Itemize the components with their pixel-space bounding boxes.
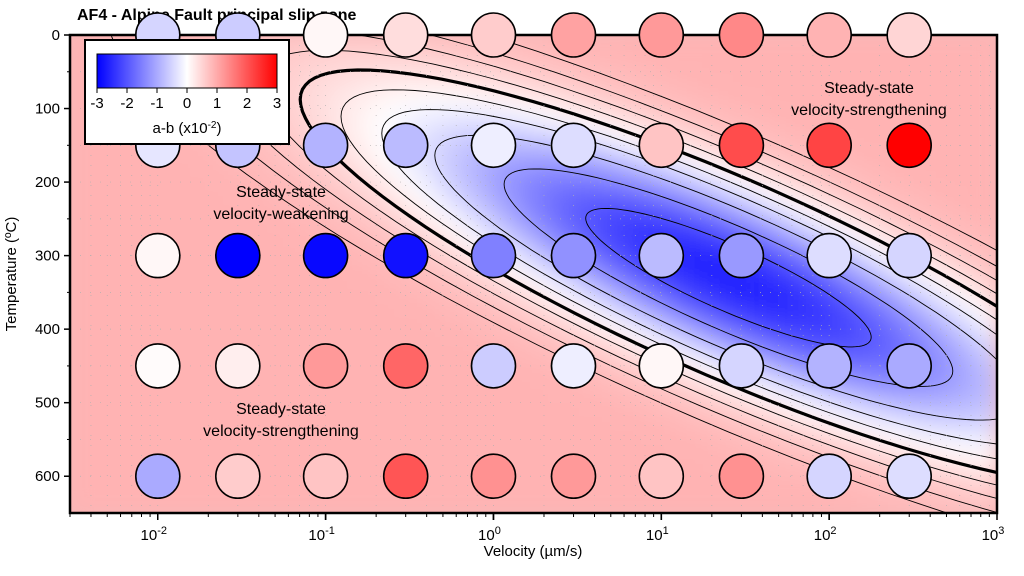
x-axis-label: Velocity (µm/s) [484, 543, 583, 560]
data-points [135, 12, 933, 500]
data-point [215, 453, 261, 500]
colorbar-label: a-b (x10-2) [153, 120, 222, 137]
data-point [550, 232, 597, 279]
data-point [550, 122, 597, 169]
data-point [638, 343, 685, 389]
data-point [718, 343, 765, 389]
data-point [382, 122, 429, 169]
contour-line [585, 208, 872, 348]
contour-line [434, 134, 997, 421]
colorbar-tick-label: -3 [90, 95, 103, 112]
y-tick-label: 600 [35, 468, 60, 485]
data-point [718, 232, 765, 279]
data-point [806, 122, 853, 169]
data-point [135, 453, 181, 500]
data-point [638, 232, 685, 279]
data-point [470, 453, 517, 500]
data-point [886, 122, 933, 169]
y-tick-label: 400 [35, 321, 60, 338]
data-point [215, 232, 261, 279]
data-point [382, 12, 429, 58]
y-tick-label: 0 [52, 27, 60, 44]
colorbar-legend: -3 -2 -1 0 1 2 3 a-b (x10-2) [84, 39, 290, 145]
y-axis-label: Temperature (ºC) [3, 217, 20, 332]
contour-lines [110, 35, 997, 513]
data-point [718, 122, 765, 169]
colorbar-tick-label: 1 [213, 95, 221, 112]
data-point [302, 343, 349, 389]
y-axis: 0 100 200 300 400 500 600 [35, 27, 70, 485]
data-point [638, 453, 685, 500]
colorbar-tick-label: -2 [120, 95, 133, 112]
colorbar-tick-label: 0 [183, 95, 191, 112]
data-point [806, 232, 853, 279]
y-tick-label: 500 [35, 395, 60, 412]
x-tick-label: 100 [478, 525, 501, 544]
data-point [806, 12, 853, 58]
data-point [382, 232, 429, 279]
data-point [550, 12, 597, 58]
data-point [638, 122, 685, 169]
x-tick-label: 10-1 [308, 525, 334, 544]
data-point [135, 343, 181, 389]
data-point [302, 122, 349, 169]
data-point [550, 453, 597, 500]
data-point [718, 453, 765, 500]
colorbar-tick-label: 2 [243, 95, 251, 112]
y-tick-label: 100 [35, 101, 60, 118]
y-tick-label: 200 [35, 174, 60, 191]
data-point [806, 453, 853, 500]
data-point [302, 232, 349, 279]
data-point [886, 343, 933, 389]
data-point [470, 122, 517, 169]
data-point [638, 12, 685, 58]
data-point [135, 232, 181, 279]
data-point [886, 232, 933, 279]
x-tick-label: 103 [982, 525, 1005, 544]
data-point [470, 232, 517, 279]
colorbar-tick-label: 3 [273, 95, 281, 112]
region-label-vw-2: velocity-weakening [213, 206, 348, 223]
data-point [806, 343, 853, 389]
colorbar-gradient [96, 53, 278, 89]
data-point [215, 343, 261, 389]
plot-frame [68, 33, 999, 515]
data-point [886, 453, 933, 500]
region-label-vs-low-2: velocity-strengthening [203, 423, 359, 440]
y-tick-label: 300 [35, 248, 60, 265]
x-tick-label: 102 [814, 525, 837, 544]
region-label-vs-high-1: Steady-state [824, 80, 914, 97]
data-point [382, 453, 429, 500]
region-label-vs-low-1: Steady-state [236, 401, 326, 418]
data-point [302, 12, 349, 58]
colorbar-tick-label: -1 [150, 95, 163, 112]
x-tick-label: 10-2 [141, 525, 167, 544]
region-label-vw-1: Steady-state [236, 184, 326, 201]
data-point [718, 12, 765, 58]
data-point [470, 12, 517, 58]
x-tick-label: 101 [646, 525, 669, 544]
data-point [886, 12, 933, 58]
contour-line [298, 68, 997, 475]
data-point [470, 343, 517, 389]
x-axis: 10-2 10-1 100 101 102 103 [69, 513, 1005, 544]
contour-line [340, 89, 997, 460]
data-point [550, 343, 597, 389]
region-label-vs-high-2: velocity-strengthening [791, 102, 947, 119]
data-point [382, 343, 429, 389]
data-point [302, 453, 349, 500]
